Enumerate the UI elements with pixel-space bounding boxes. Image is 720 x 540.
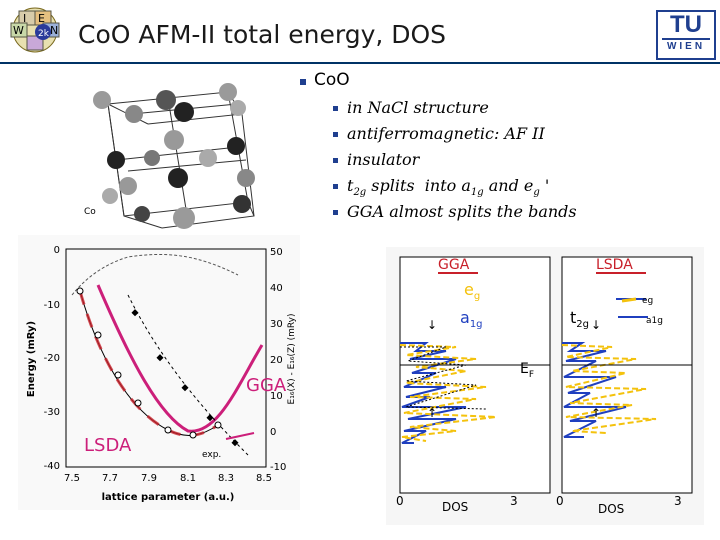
bullet-icon — [300, 79, 306, 85]
dos-ef-label: EF — [520, 361, 534, 380]
lsda-annotation: LSDA — [84, 435, 132, 456]
xtick: 7.5 — [64, 473, 80, 484]
logo-letter-n: N — [50, 24, 58, 37]
tu-wien-logo: TU WIEN — [656, 10, 716, 60]
spin-down-arrow-icon: ↓ — [427, 318, 437, 332]
bullet-t2g-split: t2g splits into a1g and eg ' — [347, 176, 550, 199]
dos-x3-right: 3 — [674, 494, 682, 508]
crystal-co-label: Co — [84, 207, 96, 217]
bullet-icon — [333, 106, 338, 111]
dos-gga-label: GGA — [438, 257, 470, 273]
gga-annotation: GGA — [246, 375, 287, 396]
bullet-insulator: insulator — [347, 150, 420, 169]
y2tick: -10 — [270, 462, 286, 473]
tu-logo-text: TU — [670, 11, 702, 38]
spin-up-arrow-icon: ↑ — [591, 406, 601, 420]
xtick: 8.3 — [218, 473, 234, 484]
dos-xlabel-right: DOS — [598, 502, 624, 516]
logo-letter-2k: 2k — [38, 29, 50, 39]
energy-xlabel: lattice parameter (a.u.) — [102, 492, 235, 503]
bullet-nacl: in NaCl structure — [347, 98, 489, 117]
ytick: -10 — [44, 300, 60, 311]
xtick: 8.5 — [256, 473, 272, 484]
y2tick: 30 — [270, 319, 283, 330]
slide-title: CoO AFM-II total energy, DOS — [78, 20, 447, 49]
dos-x0-right: 0 — [556, 494, 564, 508]
y2tick: 50 — [270, 247, 283, 258]
y2tick: 10 — [270, 391, 283, 402]
logo-letter-w: W — [13, 24, 24, 37]
dos-eg-label: eg — [464, 280, 480, 302]
dos-eg-small-label: eg — [642, 296, 653, 306]
dos-t2g-label: t2g — [570, 308, 589, 330]
nacl-crystal-image: Co — [82, 78, 264, 238]
dos-lsda-label: LSDA — [596, 257, 633, 273]
dos-a1g-small-label: a1g — [646, 316, 663, 326]
wien2k-logo: I E W N 2k — [10, 7, 60, 53]
bullet-gga: GGA almost splits the bands — [347, 202, 577, 221]
bullet-icon — [333, 210, 338, 215]
dos-xlabel-left: DOS — [442, 500, 468, 514]
bullet-coo: CoO — [314, 70, 350, 90]
dos-plot: GGA LSDA eg a1g ↓ ↑ EF t2g eg a1g ↓ ↑ 0 … — [386, 247, 704, 525]
y2tick: 20 — [270, 355, 283, 366]
bullet-icon — [333, 184, 338, 189]
xtick: 7.9 — [141, 473, 157, 484]
ytick: 0 — [54, 245, 60, 256]
energy-plot: 0 -10 -20 -30 -40 50 40 30 20 10 0 -10 7… — [18, 235, 300, 510]
energy-ylabel: Energy (mRy) — [26, 321, 37, 397]
logo-letter-e: E — [38, 12, 45, 25]
bullet-icon — [333, 132, 338, 137]
exp-annotation: exp. — [202, 450, 221, 460]
bullet-afm: antiferromagnetic: AF II — [347, 124, 545, 143]
ytick: -20 — [44, 353, 60, 364]
ytick: -40 — [44, 461, 60, 472]
logo-letter-i: I — [23, 12, 26, 25]
wien-logo-text: WIEN — [666, 41, 706, 52]
ytick: -30 — [44, 407, 60, 418]
bullet-icon — [333, 158, 338, 163]
spin-down-arrow-icon: ↓ — [591, 318, 601, 332]
y2tick: 40 — [270, 283, 283, 294]
title-divider — [0, 62, 720, 64]
dos-x0-left: 0 — [396, 494, 404, 508]
dos-a1g-label: a1g — [460, 308, 483, 330]
energy-y2label: E₁₆(X) - E₁₆(Z) (mRy) — [287, 314, 297, 405]
xtick: 8.1 — [180, 473, 196, 484]
y2tick: 0 — [270, 427, 276, 438]
xtick: 7.7 — [102, 473, 118, 484]
dos-x3-left: 3 — [510, 494, 518, 508]
spin-up-arrow-icon: ↑ — [427, 406, 437, 420]
